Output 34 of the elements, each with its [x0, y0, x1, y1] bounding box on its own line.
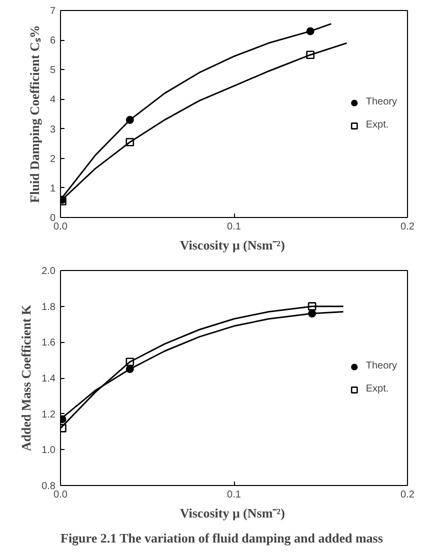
x-tick-label: 0.1 [227, 490, 242, 500]
y-tick-label: 1.8 [42, 302, 56, 313]
point [126, 138, 134, 146]
point [126, 358, 134, 366]
legend-label: Theory [366, 96, 397, 108]
y-tick-label: 0 [50, 213, 56, 224]
y-tick-label: 1.6 [42, 338, 56, 349]
caption: Figure 2.1 The variation of fluid damping and added mass [60, 530, 383, 546]
y-axis-title: Fluid Damping Coefficient Cₛ% [26, 25, 42, 203]
legend-label: Expt. [366, 384, 389, 394]
x-tick-label: 0.0 [54, 222, 68, 232]
legend-label: Theory [366, 360, 397, 372]
y-tick-label: 7 [50, 6, 56, 17]
y-tick-label: 2.0 [42, 266, 56, 277]
y-tick-label: 2 [50, 154, 56, 165]
x-axis-title: Viscosity μ (Nsm⁻²) [180, 506, 285, 520]
x-tick-label: 0.2 [400, 490, 415, 500]
x-axis-title: Viscosity μ (Nsm⁻²) [180, 238, 285, 252]
point [306, 50, 314, 60]
y-tick-label: 4 [50, 94, 56, 106]
y-tick-label: 6 [50, 36, 56, 47]
y-tick-label: 1 [50, 183, 56, 194]
y-tick-label: 3 [50, 124, 56, 136]
y-tick-label: 5 [50, 65, 56, 76]
y-tick-label: 0.8 [42, 481, 56, 492]
y-tick-label: 1.0 [42, 445, 56, 456]
y-tick-label: 1.4 [42, 374, 56, 384]
y-axis-title: Added Mass Coefficient K [18, 304, 34, 452]
x-tick-label: 0.1 [227, 222, 242, 232]
x-tick-label: 0.0 [54, 490, 68, 500]
x-tick-label: 0.2 [400, 222, 415, 232]
point [308, 302, 316, 310]
legend-label: Expt. [366, 120, 389, 130]
y-tick-label: 1.2 [42, 409, 56, 420]
